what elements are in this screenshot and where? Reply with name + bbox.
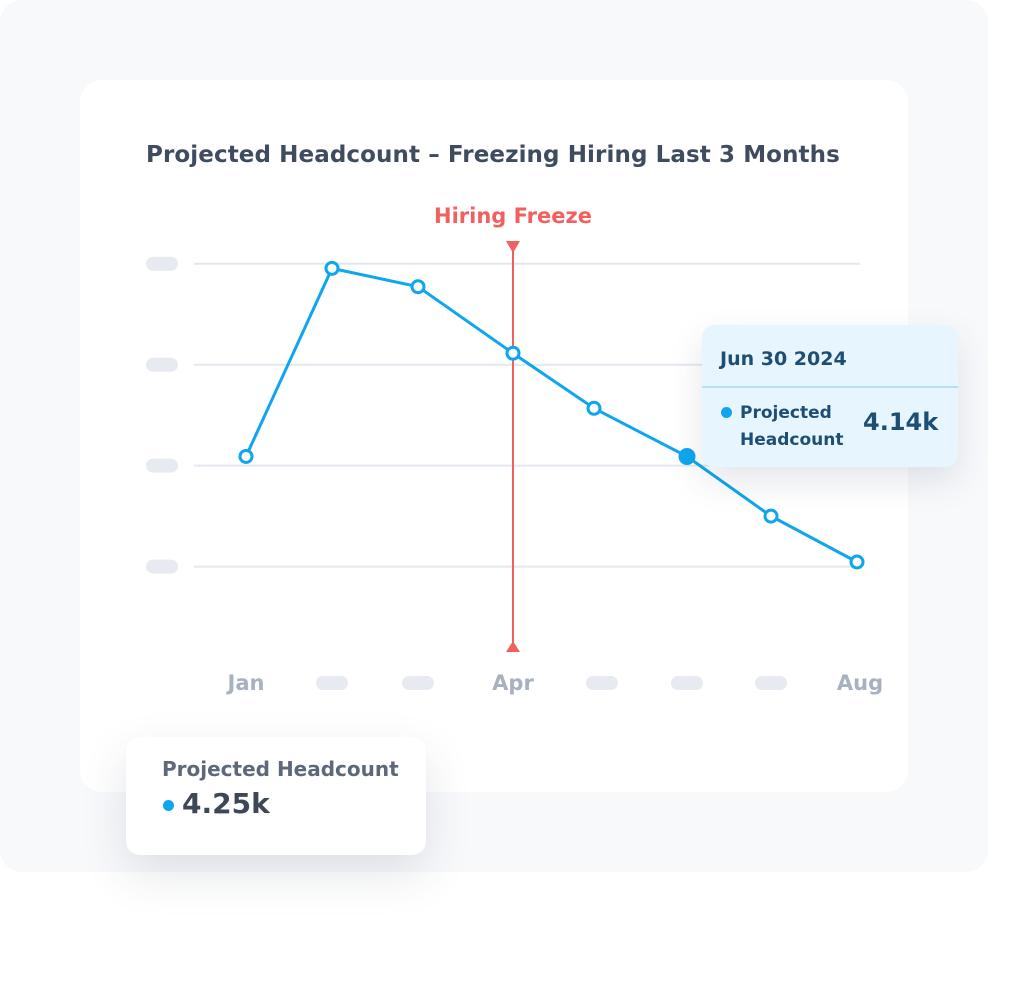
x-tick-label: Aug: [837, 671, 883, 695]
tooltip-divider: [702, 386, 958, 388]
freeze-label: Hiring Freeze: [434, 204, 592, 228]
series-dot-icon: [163, 800, 174, 811]
y-tick-placeholder: [146, 256, 178, 271]
data-point: [505, 345, 521, 361]
tooltip-value: 4.14k: [863, 408, 939, 436]
freeze-arrow-bottom: [506, 641, 520, 652]
data-point: [849, 554, 865, 570]
freeze-arrow-top: [506, 241, 520, 253]
x-tick-placeholder: [671, 676, 703, 690]
chart-title: Projected Headcount – Freezing Hiring La…: [146, 142, 840, 168]
data-point: [586, 400, 602, 416]
y-tick-placeholder: [146, 559, 178, 574]
x-tick-placeholder: [316, 676, 348, 690]
data-tooltip: Jun 30 2024 Projected Headcount 4.14k: [702, 325, 958, 467]
tooltip-series-label: Projected Headcount: [740, 403, 844, 450]
x-tick-placeholder: [586, 676, 618, 690]
summary-card: Projected Headcount 4.25k: [126, 737, 426, 855]
x-tick-label: Apr: [492, 671, 534, 695]
x-tick-placeholder: [755, 676, 787, 690]
summary-label: Projected Headcount: [162, 757, 399, 781]
y-tick-placeholder: [146, 458, 178, 473]
highlighted-data-point: [678, 447, 696, 465]
y-tick-placeholder: [146, 357, 178, 372]
data-point: [410, 279, 426, 295]
series-line: [244, 266, 858, 564]
data-point: [324, 260, 340, 276]
summary-value: 4.25k: [182, 787, 270, 820]
x-tick-label: Jan: [226, 671, 265, 695]
data-point: [763, 508, 779, 524]
series-dot-icon: [721, 407, 732, 418]
x-tick-placeholder: [402, 676, 434, 690]
data-point: [238, 448, 254, 464]
tooltip-date: Jun 30 2024: [720, 348, 847, 370]
